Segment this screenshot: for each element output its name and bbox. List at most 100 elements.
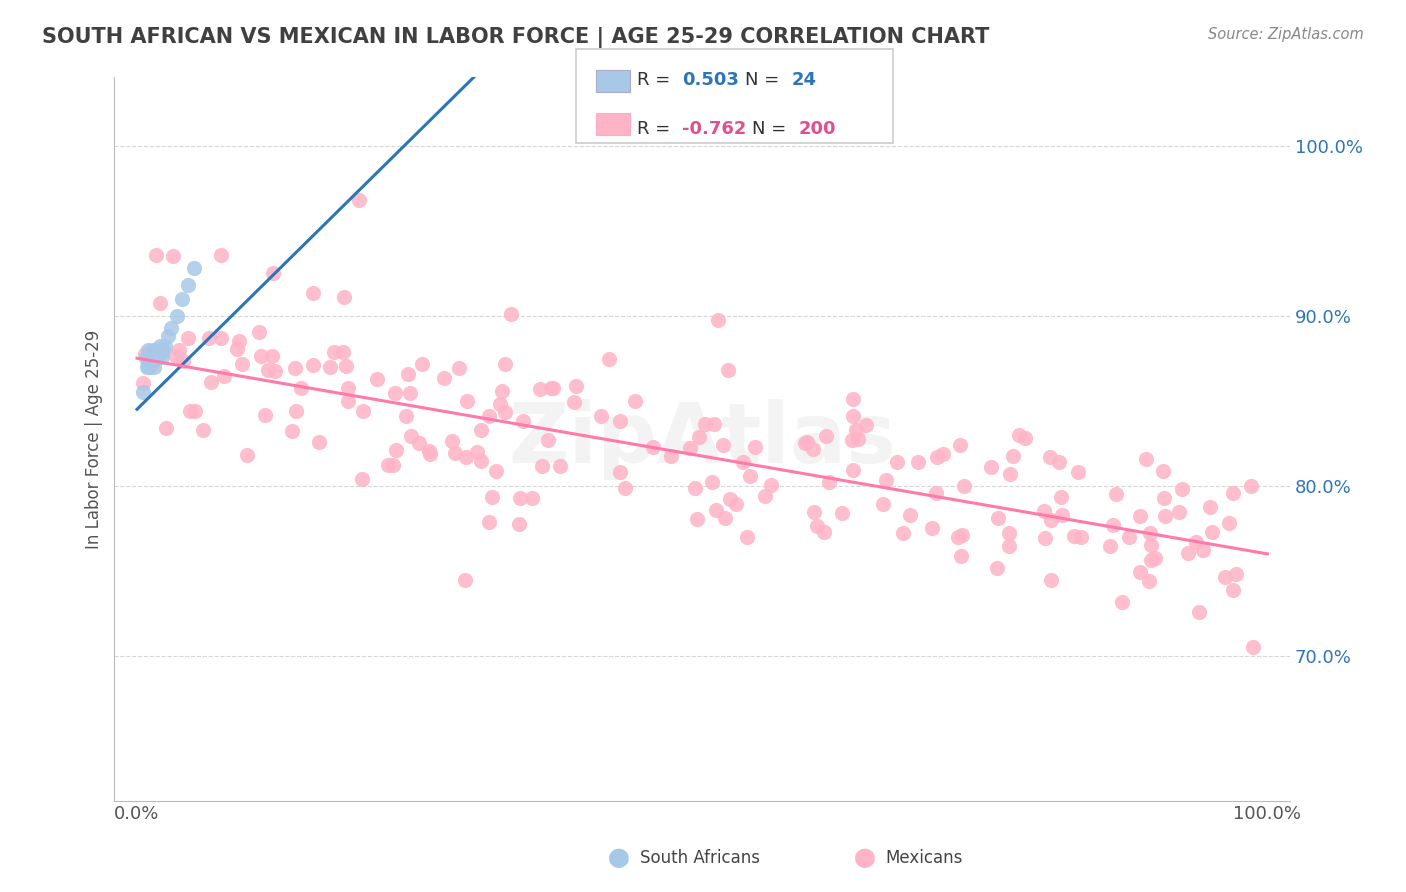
Point [485,464,508,478]
Point [167,343,190,357]
Point [659,450,682,464]
Point [470,423,492,437]
Point [419,447,441,461]
Point [855,418,877,433]
Point [132,376,155,391]
Point [1118,530,1140,544]
Point [332,344,354,359]
Point [257,363,280,377]
Point [744,440,766,454]
Point [377,458,399,472]
Point [707,313,730,327]
Point [845,423,868,437]
Point [1185,535,1208,549]
Point [1035,531,1057,545]
Point [921,520,943,534]
Point [284,361,307,376]
Point [395,409,418,423]
Point [488,397,510,411]
Point [1129,508,1152,523]
Point [143,359,166,374]
Point [179,404,201,418]
Point [494,357,516,371]
Text: 200: 200 [799,120,837,138]
Point [262,266,284,280]
Point [695,417,717,432]
Point [987,510,1010,524]
Point [998,539,1021,553]
Point [761,478,783,492]
Point [512,414,534,428]
Point [1129,566,1152,580]
Point [1222,582,1244,597]
Point [491,384,513,399]
Point [1225,566,1247,581]
Point [396,367,419,381]
Point [846,433,869,447]
Point [714,511,737,525]
Point [842,392,865,406]
Point [717,363,740,377]
Point [813,524,835,539]
Point [134,347,156,361]
Point [384,443,406,458]
Point [998,467,1021,482]
Point [623,393,645,408]
Point [145,247,167,261]
Point [411,357,433,371]
Point [1032,504,1054,518]
Point [1070,531,1092,545]
Point [1002,449,1025,463]
Point [1050,508,1073,522]
Point [499,306,522,320]
Point [184,403,207,417]
Point [1168,505,1191,519]
Point [456,450,478,464]
Text: R =: R = [637,71,676,89]
Point [418,443,440,458]
Text: Source: ZipAtlas.com: Source: ZipAtlas.com [1208,27,1364,42]
Point [335,359,357,373]
Point [609,466,631,480]
Point [336,381,359,395]
Point [1139,526,1161,541]
Point [700,475,723,490]
Point [718,492,741,507]
Point [1007,428,1029,442]
Point [478,409,501,424]
Point [735,530,758,544]
Point [382,458,405,472]
Text: ⬤: ⬤ [607,848,630,868]
Point [135,351,157,366]
Point [166,309,188,323]
Point [817,475,839,489]
Point [481,490,503,504]
Point [156,329,179,343]
Point [226,343,249,357]
Point [997,526,1019,541]
Point [1063,529,1085,543]
Point [440,434,463,449]
Point [946,530,969,544]
Point [841,434,863,448]
Point [384,385,406,400]
Point [900,508,922,522]
Point [433,371,456,385]
Point [713,438,735,452]
Point [453,574,475,588]
Text: N =: N = [745,71,785,89]
Point [949,437,972,451]
Point [198,331,221,345]
Point [149,346,172,360]
Point [1213,569,1236,583]
Point [333,290,356,304]
Point [366,372,388,386]
Point [323,345,346,359]
Point [1039,513,1062,527]
Point [1153,491,1175,505]
Point [1152,464,1174,478]
Point [1171,483,1194,497]
Point [136,343,159,357]
Point [138,359,160,374]
Point [212,369,235,384]
